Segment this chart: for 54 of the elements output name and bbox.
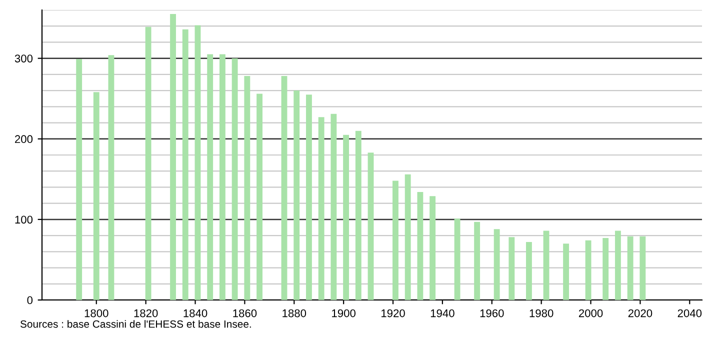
bar xyxy=(404,174,411,300)
bar xyxy=(563,244,570,300)
bar xyxy=(306,94,312,300)
bar xyxy=(76,59,82,300)
x-tick-label: 1900 xyxy=(332,309,356,318)
y-tick-label: 200 xyxy=(14,135,33,144)
x-tick-label: 2020 xyxy=(628,309,652,318)
bar xyxy=(430,196,436,300)
bar xyxy=(392,180,398,300)
bar xyxy=(454,218,460,300)
bar xyxy=(494,229,500,300)
bar xyxy=(194,25,201,300)
bar xyxy=(244,76,250,300)
y-tick-label: 0 xyxy=(27,296,33,304)
bar xyxy=(508,237,515,300)
y-tick-label: 100 xyxy=(15,216,33,224)
x-tick-label: 1860 xyxy=(233,309,257,318)
x-tick-label: 2000 xyxy=(578,309,603,318)
y-tick-label: 300 xyxy=(14,54,33,62)
x-tick-label: 1840 xyxy=(184,309,208,318)
bar xyxy=(417,192,424,300)
x-tick-label: 1960 xyxy=(480,309,504,318)
bar xyxy=(108,55,114,300)
x-tick-label: 1800 xyxy=(84,309,108,318)
bar xyxy=(614,230,621,300)
bar xyxy=(207,54,214,300)
source-note: Sources : base Cassini de l'EHESS et base Insee. xyxy=(20,320,251,328)
x-tick-label: 1820 xyxy=(134,309,158,318)
x-tick-label: 1920 xyxy=(382,309,405,318)
bar xyxy=(543,230,550,300)
bar xyxy=(219,54,226,300)
bar xyxy=(602,238,609,300)
bar xyxy=(182,29,188,300)
bar xyxy=(256,94,262,300)
x-tick-label: 1940 xyxy=(430,309,454,318)
x-tick-label: 2040 xyxy=(678,309,702,318)
bar xyxy=(232,58,238,300)
bar xyxy=(526,242,532,300)
bar xyxy=(585,240,592,300)
bar xyxy=(474,222,480,300)
bar xyxy=(170,14,176,300)
bar xyxy=(93,92,100,300)
bar xyxy=(627,236,634,300)
bar xyxy=(281,76,288,300)
x-tick-label: 1880 xyxy=(282,309,306,318)
bar xyxy=(318,117,324,300)
bar xyxy=(343,134,350,300)
bar xyxy=(145,26,152,300)
bar xyxy=(368,152,374,300)
bar xyxy=(330,114,337,300)
x-tick-label: 1980 xyxy=(530,309,554,318)
bar xyxy=(355,130,362,300)
bar xyxy=(294,90,300,300)
bar xyxy=(640,236,646,300)
